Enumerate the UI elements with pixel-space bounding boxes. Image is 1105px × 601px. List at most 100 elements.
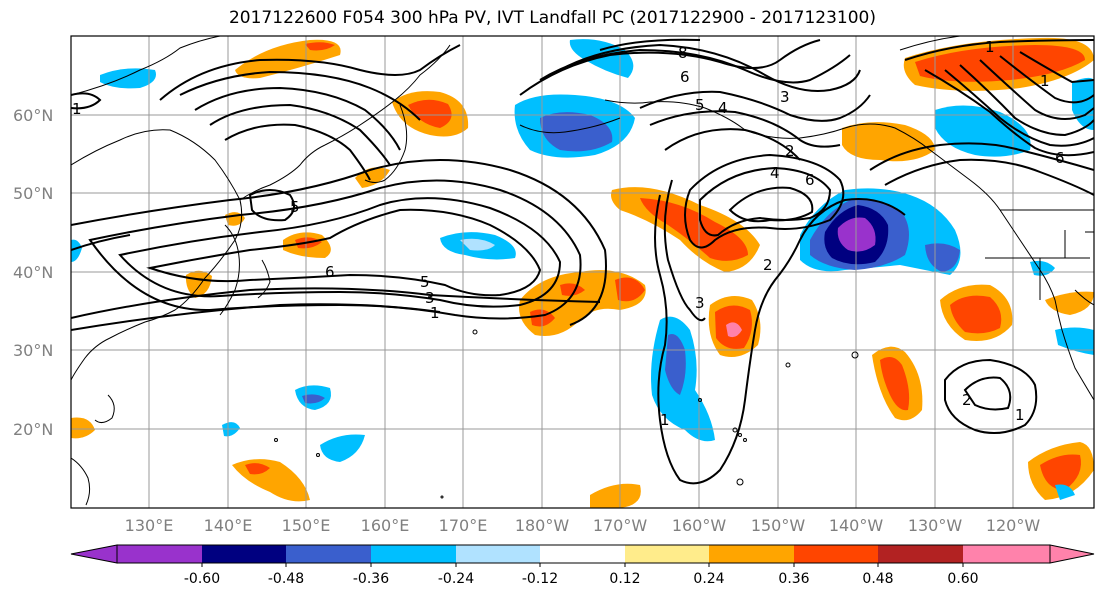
map-frame xyxy=(70,35,1095,509)
contour-label: 1 xyxy=(72,100,82,118)
lat-label: 20°N xyxy=(13,420,53,439)
contour-label: 4 xyxy=(770,164,780,182)
colorbar-left-extension xyxy=(70,544,118,564)
positive-anomaly-region xyxy=(950,295,1002,334)
contour-label: 6 xyxy=(1055,149,1065,167)
lon-label: 160°E xyxy=(361,516,410,535)
colorbar-segment xyxy=(878,545,963,563)
positive-anomaly-region xyxy=(640,198,748,261)
lat-label: 60°N xyxy=(13,106,53,125)
lon-label: 120°W xyxy=(986,516,1041,535)
contour-label: 6 xyxy=(325,263,335,281)
colorbar-segment xyxy=(794,545,878,563)
colorbar-segment xyxy=(625,545,709,563)
negative-anomaly-region xyxy=(100,68,156,89)
positive-anomaly-region xyxy=(1040,454,1081,490)
colorbar-segment xyxy=(117,545,202,563)
negative-anomaly-region xyxy=(320,434,365,462)
negative-anomaly-region xyxy=(1055,484,1075,500)
lon-label: 170°E xyxy=(439,516,488,535)
contour-label: 3 xyxy=(695,294,705,312)
colorbar-tick-label: -0.36 xyxy=(353,571,389,587)
map-plot-area: 6 5 3 1 6 8 5 4 3 2 4 6 3 2 1 6 1 2 1 1 … xyxy=(71,36,1094,508)
colorbar-tick-label: 0.36 xyxy=(778,571,809,587)
negative-anomaly-region xyxy=(540,112,613,152)
contour-label: 1 xyxy=(430,304,440,322)
positive-anomaly-region xyxy=(245,463,270,475)
lat-label: 40°N xyxy=(13,263,53,282)
positive-anomaly-region xyxy=(408,99,452,128)
lon-label: 130°W xyxy=(908,516,963,535)
lon-label: 140°E xyxy=(204,516,253,535)
positive-anomaly-region xyxy=(615,277,645,302)
negative-anomaly-region xyxy=(460,238,495,251)
contour-label: 3 xyxy=(780,88,790,106)
contour-label: 2 xyxy=(763,256,773,274)
lon-label: 150°E xyxy=(282,516,331,535)
contour-label: 5 xyxy=(290,198,300,216)
colorbar-segment xyxy=(963,545,1050,563)
gridlines xyxy=(71,36,1094,508)
colorbar-tick-label: 0.48 xyxy=(862,571,893,587)
colorbar-segment xyxy=(709,545,794,563)
pv-contours xyxy=(71,38,1094,485)
contour-label: 2 xyxy=(785,142,795,160)
lon-label: 140°W xyxy=(829,516,884,535)
positive-anomaly-region xyxy=(590,483,641,508)
colorbar-tick-label: 0.12 xyxy=(609,571,640,587)
contour-label: 1 xyxy=(1040,72,1050,90)
colorbar-tick-label: -0.60 xyxy=(184,571,220,587)
colorbar-tick-label: -0.24 xyxy=(438,571,474,587)
positive-anomaly-region xyxy=(305,42,335,51)
lon-label: 130°E xyxy=(125,516,174,535)
colorbar-tick-label: -0.12 xyxy=(522,571,558,587)
contour-label: 1 xyxy=(985,38,995,56)
contour-label: 5 xyxy=(695,96,705,114)
colorbar-segment xyxy=(456,545,540,563)
positive-anomaly-region xyxy=(71,417,95,439)
contour-label: 8 xyxy=(678,44,688,62)
colorbar-segment xyxy=(371,545,456,563)
lon-label: 150°W xyxy=(751,516,806,535)
longitude-labels: 130°E 140°E 150°E 160°E 170°E 180°W 170°… xyxy=(125,516,1041,535)
latitude-labels: 60°N 50°N 40°N 30°N 20°N xyxy=(13,106,53,439)
positive-anomaly-region xyxy=(880,356,910,411)
contour-label: 5 xyxy=(420,273,430,291)
contour-label: 3 xyxy=(425,289,435,307)
negative-anomaly-region xyxy=(569,39,634,78)
negative-anomaly-region xyxy=(1055,327,1094,355)
contour-label: 4 xyxy=(718,99,728,117)
colorbar-ticks: -0.60 -0.48 -0.36 -0.24 -0.12 0.12 0.24 0.36 0.4… xyxy=(184,563,979,587)
positive-anomaly-region xyxy=(915,45,1085,82)
contour-label: 1 xyxy=(1015,406,1025,424)
lon-label: 170°W xyxy=(593,516,648,535)
contour-label: 2 xyxy=(962,391,972,409)
map-title: 2017122600 F054 300 hPa PV, IVT Landfall… xyxy=(228,8,876,28)
colorbar: -0.60 -0.48 -0.36 -0.24 -0.12 0.12 0.24 0.36 0.4… xyxy=(70,544,1095,587)
lon-label: 180°W xyxy=(515,516,570,535)
lat-label: 30°N xyxy=(13,341,53,360)
negative-anomaly-region xyxy=(665,334,686,395)
negative-anomaly-region xyxy=(71,239,82,262)
contour-label: 1 xyxy=(660,411,670,429)
positive-anomaly-region xyxy=(560,283,585,296)
colorbar-segment xyxy=(202,545,286,563)
negative-anomaly-region xyxy=(302,394,325,404)
islands xyxy=(274,329,859,499)
negative-anomaly-region xyxy=(837,217,876,252)
colorbar-tick-label: 0.24 xyxy=(693,571,724,587)
positive-anomaly-region xyxy=(726,322,742,338)
lat-label: 50°N xyxy=(13,184,53,203)
contour-label: 6 xyxy=(680,68,690,86)
colorbar-tick-label: 0.60 xyxy=(947,571,978,587)
lon-label: 160°W xyxy=(672,516,727,535)
contour-labels: 6 5 3 1 6 8 5 4 3 2 4 6 3 2 1 6 1 2 1 1 … xyxy=(72,38,1065,429)
contour-label: 6 xyxy=(805,171,815,189)
colorbar-segment xyxy=(286,545,371,563)
colorbar-segments xyxy=(116,544,1051,564)
colorbar-segment xyxy=(540,545,625,563)
colorbar-tick-label: -0.48 xyxy=(268,571,304,587)
negative-anomaly-region xyxy=(925,243,960,272)
colorbar-right-extension xyxy=(1049,544,1095,564)
